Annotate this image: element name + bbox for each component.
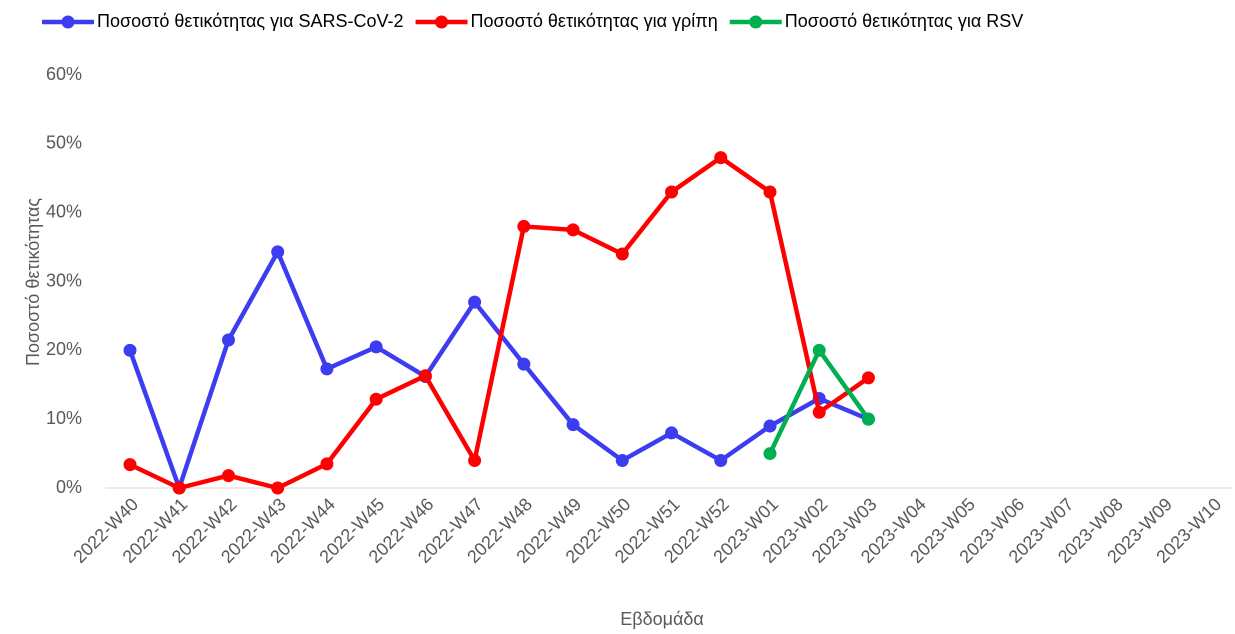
y-axis-label: Ποσοστό θετικότητας [23,198,43,366]
point [665,185,679,199]
legend-marker [435,15,449,29]
point [123,343,137,357]
legend-label: Ποσοστό θετικότητας για γρίπη [471,11,718,31]
point [221,469,235,483]
point [861,412,875,426]
x-axis-label: Εβδομάδα [620,609,704,629]
legend-marker [749,15,763,29]
point [468,453,482,467]
point [271,245,285,259]
point [320,362,334,376]
point [861,371,875,385]
y-tick-label: 10% [46,408,82,428]
point [418,369,432,383]
y-tick-label: 20% [46,339,82,359]
point [812,405,826,419]
legend-label: Ποσοστό θετικότητας για SARS-CoV-2 [97,11,404,31]
y-tick-label: 50% [46,133,82,153]
point [172,481,186,495]
series-line [127,249,870,491]
point [615,453,629,467]
y-tick-label: 30% [46,270,82,290]
point [615,247,629,261]
point [763,447,777,461]
point [320,457,334,471]
point [763,185,777,199]
point [369,340,383,354]
point [566,418,580,432]
point [714,151,728,165]
point [517,219,531,233]
point [123,458,137,472]
point [714,453,728,467]
y-tick-label: 60% [46,64,82,84]
y-tick-label: 0% [56,477,82,497]
point [468,295,482,309]
legend: Ποσοστό θετικότητας για SARS-CoV-2 Ποσοστ… [42,11,1023,31]
point [812,343,826,357]
point [763,419,777,433]
point [517,357,531,371]
legend-label: Ποσοστό θετικότητας για RSV [785,11,1024,31]
point [369,392,383,406]
y-tick-label: 40% [46,201,82,221]
point [566,223,580,237]
series-line [129,155,870,491]
point [271,481,285,495]
legend-marker [61,15,75,29]
point [221,333,235,347]
point [665,426,679,440]
